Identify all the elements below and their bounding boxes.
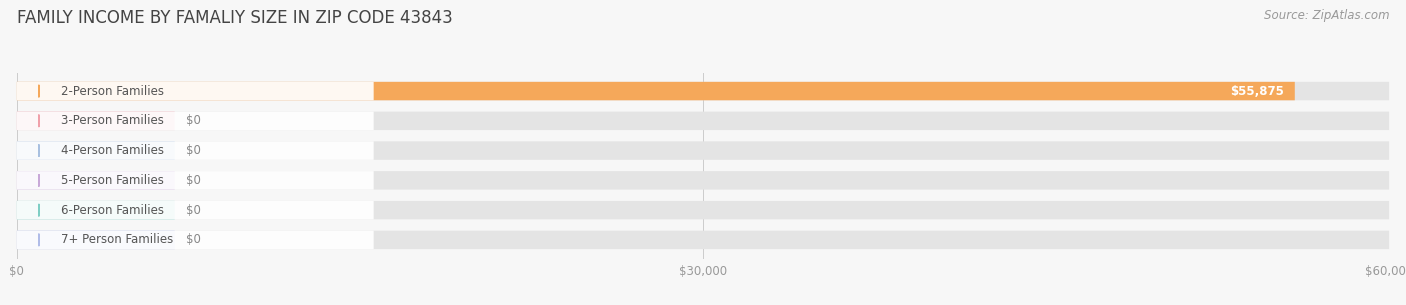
Text: 3-Person Families: 3-Person Families <box>60 114 163 127</box>
FancyBboxPatch shape <box>17 201 1389 219</box>
Text: $0: $0 <box>186 233 201 246</box>
FancyBboxPatch shape <box>17 171 1389 190</box>
Text: 5-Person Families: 5-Person Families <box>60 174 163 187</box>
FancyBboxPatch shape <box>17 82 1295 100</box>
FancyBboxPatch shape <box>17 171 174 190</box>
FancyBboxPatch shape <box>17 201 374 219</box>
FancyBboxPatch shape <box>17 231 174 249</box>
Text: 7+ Person Families: 7+ Person Families <box>60 233 173 246</box>
FancyBboxPatch shape <box>17 142 374 160</box>
Text: 4-Person Families: 4-Person Families <box>60 144 163 157</box>
Text: $0: $0 <box>186 114 201 127</box>
Text: $55,875: $55,875 <box>1230 84 1284 98</box>
FancyBboxPatch shape <box>17 112 374 130</box>
FancyBboxPatch shape <box>17 231 374 249</box>
Text: $0: $0 <box>186 174 201 187</box>
FancyBboxPatch shape <box>17 171 374 190</box>
Text: 6-Person Families: 6-Person Families <box>60 204 163 217</box>
Text: 2-Person Families: 2-Person Families <box>60 84 163 98</box>
FancyBboxPatch shape <box>17 82 374 100</box>
Text: $0: $0 <box>186 144 201 157</box>
FancyBboxPatch shape <box>17 142 174 160</box>
FancyBboxPatch shape <box>17 231 1389 249</box>
FancyBboxPatch shape <box>17 201 174 219</box>
Text: Source: ZipAtlas.com: Source: ZipAtlas.com <box>1264 9 1389 22</box>
FancyBboxPatch shape <box>17 112 174 130</box>
FancyBboxPatch shape <box>17 142 1389 160</box>
Text: FAMILY INCOME BY FAMALIY SIZE IN ZIP CODE 43843: FAMILY INCOME BY FAMALIY SIZE IN ZIP COD… <box>17 9 453 27</box>
FancyBboxPatch shape <box>17 112 1389 130</box>
FancyBboxPatch shape <box>17 82 1389 100</box>
Text: $0: $0 <box>186 204 201 217</box>
